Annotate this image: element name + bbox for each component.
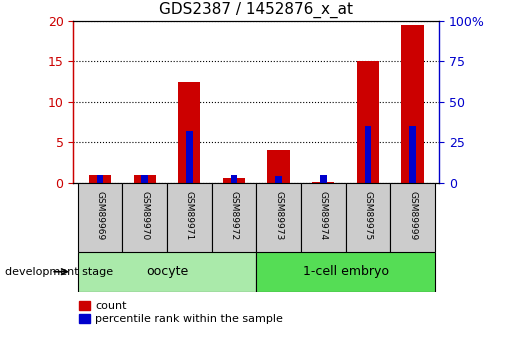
Bar	[257, 183, 301, 252]
Bar	[257, 252, 435, 292]
Bar	[141, 175, 148, 183]
Bar	[89, 175, 111, 183]
Bar	[186, 131, 193, 183]
Text: development stage: development stage	[5, 267, 113, 277]
Bar	[301, 183, 345, 252]
Text: oocyte: oocyte	[146, 265, 188, 278]
Text: GSM89969: GSM89969	[95, 191, 105, 240]
Bar	[78, 183, 122, 252]
Text: GSM89970: GSM89970	[140, 191, 149, 240]
Bar	[345, 183, 390, 252]
Legend: count, percentile rank within the sample: count, percentile rank within the sample	[79, 300, 283, 324]
Bar	[78, 252, 257, 292]
Text: GSM89971: GSM89971	[185, 191, 194, 240]
Bar	[133, 175, 156, 183]
Bar	[268, 150, 290, 183]
Text: GSM89972: GSM89972	[229, 191, 238, 240]
Bar	[357, 61, 379, 183]
Bar	[122, 183, 167, 252]
Text: GSM89973: GSM89973	[274, 191, 283, 240]
Bar	[365, 126, 371, 183]
Bar	[167, 183, 212, 252]
Bar	[231, 175, 237, 183]
Bar	[223, 178, 245, 183]
Text: 1-cell embryo: 1-cell embryo	[302, 265, 388, 278]
Text: GSM89975: GSM89975	[364, 191, 372, 240]
Text: GSM89999: GSM89999	[408, 191, 417, 240]
Bar	[275, 176, 282, 183]
Bar	[212, 183, 257, 252]
Bar	[96, 175, 104, 183]
Bar	[409, 126, 416, 183]
Bar	[178, 81, 200, 183]
Title: GDS2387 / 1452876_x_at: GDS2387 / 1452876_x_at	[159, 2, 354, 18]
Bar	[390, 183, 435, 252]
Text: GSM89974: GSM89974	[319, 191, 328, 240]
Bar	[320, 175, 327, 183]
Bar	[401, 25, 424, 183]
